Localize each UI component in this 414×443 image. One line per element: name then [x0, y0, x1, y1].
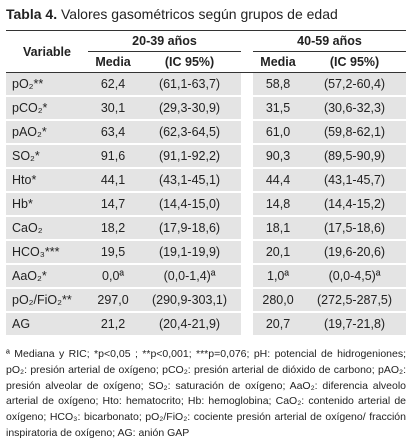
group-header: 20-39 años — [88, 30, 241, 52]
value-cell: (61,1-63,7) — [138, 72, 241, 97]
table-row: CaO₂ 18,2 (17,9-18,6) 18,1 (17,5-18,6) — [6, 216, 406, 241]
value-cell: (0,0-1,4)ª — [138, 264, 241, 289]
footnote: ª Mediana y RIC; *p<0,05 ; **p<0,001; **… — [6, 348, 406, 439]
table-row: AG 21,2 (20,4-21,9) 20,7 (19,7-21,8) — [6, 312, 406, 337]
variable-cell: pO₂** — [6, 72, 88, 97]
value-cell: (20,4-21,9) — [138, 312, 241, 337]
value-cell: (57,2-60,4) — [303, 72, 406, 97]
value-cell: 30,1 — [88, 96, 139, 121]
value-cell: 280,0 — [252, 288, 304, 313]
value-cell: (59,8-62,1) — [303, 120, 406, 145]
header-row: Variable 20-39 años 40-59 años — [6, 30, 406, 73]
variable-cell: HCO₃*** — [6, 240, 88, 265]
variable-cell: Hto* — [6, 168, 88, 193]
variable-cell: pO₂/FiO₂** — [6, 288, 88, 313]
table-row: AaO₂* 0,0ª (0,0-1,4)ª 1,0ª (0,0-4,5)ª — [6, 264, 406, 289]
value-cell: (17,5-18,6) — [303, 216, 406, 241]
value-cell: 21,2 — [88, 312, 139, 337]
value-cell: (62,3-64,5) — [138, 120, 241, 145]
value-cell: (17,9-18,6) — [138, 216, 241, 241]
value-cell: 1,0ª — [252, 264, 304, 289]
table-body: pO₂** 62,4 (61,1-63,7) 58,8 (57,2-60,4) pCO₂*… — [6, 72, 406, 337]
value-cell: 62,4 — [88, 72, 139, 97]
value-cell: (19,1-19,9) — [138, 240, 241, 265]
table-row: HCO₃*** 19,5 (19,1-19,9) 20,1 (19,6-20,6) — [6, 240, 406, 265]
variable-cell: pAO₂* — [6, 120, 88, 145]
value-cell: 18,2 — [88, 216, 139, 241]
value-cell: (91,1-92,2) — [138, 144, 241, 169]
value-cell: (19,7-21,8) — [303, 312, 406, 337]
value-cell: (290,9-303,1) — [138, 288, 241, 313]
value-cell: 14,7 — [88, 192, 139, 217]
value-cell: (29,3-30,9) — [138, 96, 241, 121]
header-cell: Variable — [6, 30, 88, 73]
table-row: pO₂/FiO₂** 297,0 (290,9-303,1) 280,0 (272,5-… — [6, 288, 406, 313]
variable-cell: CaO₂ — [6, 216, 88, 241]
table-row: pO₂** 62,4 (61,1-63,7) 58,8 (57,2-60,4) — [6, 72, 406, 97]
value-cell: 61,0 — [252, 120, 304, 145]
table-row: pAO₂* 63,4 (62,3-64,5) 61,0 (59,8-62,1) — [6, 120, 406, 145]
title-label: Tabla 4. — [6, 6, 58, 22]
table-row: Hto* 44,1 (43,1-45,1) 44,4 (43,1-45,7) — [6, 168, 406, 193]
value-cell: (272,5-287,5) — [303, 288, 406, 313]
value-cell: 14,8 — [252, 192, 304, 217]
value-cell: (19,6-20,6) — [303, 240, 406, 265]
value-cell: 44,4 — [252, 168, 304, 193]
table-row: Hb* 14,7 (14,4-15,0) 14,8 (14,4-15,2) — [6, 192, 406, 217]
variable-cell: SO₂* — [6, 144, 88, 169]
value-cell: (43,1-45,7) — [303, 168, 406, 193]
value-cell: 20,1 — [252, 240, 304, 265]
value-cell: (14,4-15,0) — [138, 192, 241, 217]
value-cell: 18,1 — [252, 216, 304, 241]
table-row: SO₂* 91,6 (91,1-92,2) 90,3 (89,5-90,9) — [6, 144, 406, 169]
title: Tabla 4. Valores gasométricos según grup… — [6, 6, 406, 22]
group-header: 40-59 años — [252, 30, 406, 52]
value-cell: 31,5 — [252, 96, 304, 121]
value-cell: 58,8 — [252, 72, 304, 97]
value-cell: 63,4 — [88, 120, 139, 145]
value-cell: (0,0-4,5)ª — [303, 264, 406, 289]
value-cell: 44,1 — [88, 168, 139, 193]
value-cell: 90,3 — [252, 144, 304, 169]
table-row: pCO₂* 30,1 (29,3-30,9) 31,5 (30,6-32,3) — [6, 96, 406, 121]
variable-cell: AG — [6, 312, 88, 337]
variable-cell: Hb* — [6, 192, 88, 217]
value-cell: (43,1-45,1) — [138, 168, 241, 193]
variable-cell: AaO₂* — [6, 264, 88, 289]
header-cell: Media — [252, 51, 304, 73]
header-cell: Media — [88, 51, 139, 73]
header-cell: (IC 95%) — [138, 51, 241, 73]
title-text: Valores gasométricos según grupos de eda… — [60, 6, 338, 22]
variable-cell: pCO₂* — [6, 96, 88, 121]
data-table: Variable 20-39 años 40-59 años Media (IC… — [6, 30, 406, 337]
value-cell: (89,5-90,9) — [303, 144, 406, 169]
value-cell: (14,4-15,2) — [303, 192, 406, 217]
value-cell: (30,6-32,3) — [303, 96, 406, 121]
value-cell: 0,0ª — [88, 264, 139, 289]
header-cell: (IC 95%) — [303, 51, 406, 73]
value-cell: 91,6 — [88, 144, 139, 169]
subheader-row: Media (IC 95%) Media (IC 95%) — [6, 51, 406, 73]
value-cell: 297,0 — [88, 288, 139, 313]
value-cell: 20,7 — [252, 312, 304, 337]
value-cell: 19,5 — [88, 240, 139, 265]
